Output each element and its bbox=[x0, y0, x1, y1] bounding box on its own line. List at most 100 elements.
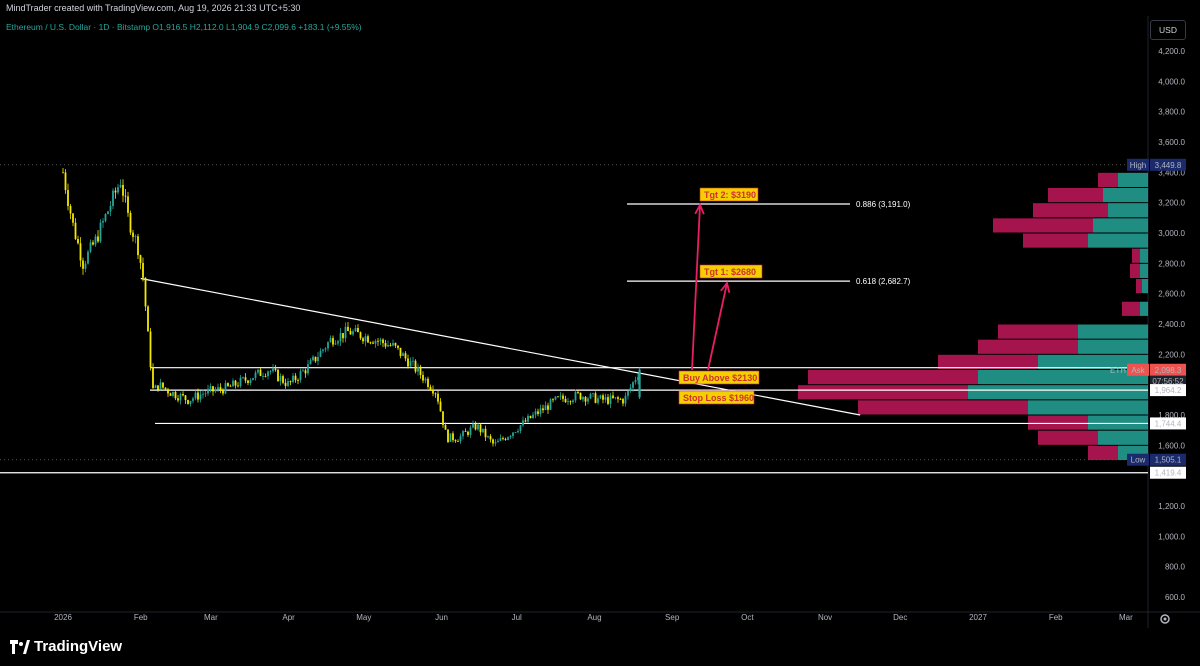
candle-body bbox=[532, 414, 534, 419]
candle-body bbox=[144, 277, 147, 307]
volume-profile-down-bar bbox=[1130, 263, 1140, 278]
candle-body bbox=[429, 386, 432, 390]
tgt2-label-box[interactable] bbox=[699, 187, 759, 202]
low-tag-value: 1,505.1 bbox=[1155, 456, 1182, 465]
candle-body bbox=[492, 439, 494, 444]
candle-body bbox=[537, 411, 539, 414]
candle-body bbox=[494, 442, 497, 444]
candle-body bbox=[394, 343, 397, 346]
candle-body bbox=[359, 332, 362, 339]
time-axis-tick: Aug bbox=[587, 613, 601, 622]
candle-body bbox=[404, 353, 407, 359]
candle-body bbox=[627, 390, 629, 396]
symbol-legend[interactable]: Ethereum / U.S. Dollar · 1D · Bitstamp O… bbox=[6, 22, 362, 32]
candle-body bbox=[257, 369, 259, 373]
candle-body bbox=[589, 393, 592, 399]
candle-body bbox=[299, 371, 302, 381]
candle-body bbox=[609, 395, 612, 404]
volume-profile-up-bar bbox=[1078, 339, 1148, 354]
candle-body bbox=[137, 236, 139, 256]
candle-body bbox=[579, 392, 582, 400]
candle-body bbox=[319, 350, 322, 357]
candle-body bbox=[629, 387, 632, 391]
volume-profile-down-bar bbox=[1048, 188, 1103, 203]
candle-body bbox=[472, 423, 474, 428]
arrow-to-tgt2[interactable] bbox=[691, 204, 701, 371]
volume-profile-down-bar bbox=[993, 218, 1093, 233]
candle-body bbox=[489, 436, 492, 440]
candle-body bbox=[479, 424, 482, 433]
candle-body bbox=[602, 395, 604, 400]
candle-body bbox=[637, 377, 639, 381]
attribution-text: MindTrader created with TradingView.com,… bbox=[6, 3, 301, 13]
volume-profile-up-bar bbox=[1088, 233, 1148, 248]
buy-label-box[interactable] bbox=[678, 370, 760, 385]
gear-icon[interactable] bbox=[1158, 612, 1172, 626]
candle-body bbox=[374, 340, 377, 344]
ask-tag-label-bg bbox=[1127, 363, 1149, 376]
volume-profile-up-bar bbox=[968, 385, 1148, 400]
candle-body bbox=[454, 440, 457, 442]
candle-body bbox=[437, 393, 439, 402]
candle-body bbox=[544, 405, 547, 411]
currency-button[interactable]: USD bbox=[1150, 20, 1186, 40]
candle-body bbox=[502, 438, 504, 439]
candle-body bbox=[262, 376, 264, 377]
symbol-info: Ethereum / U.S. Dollar · 1D · Bitstamp O… bbox=[6, 22, 362, 32]
volume-profile-down-bar bbox=[1098, 172, 1118, 187]
candle-body bbox=[397, 345, 399, 348]
stop-label-box[interactable] bbox=[678, 390, 755, 405]
candle-body bbox=[477, 424, 479, 430]
volume-profile-down-bar bbox=[998, 324, 1078, 339]
candle-body bbox=[519, 425, 522, 432]
tgt1-label: Tgt 1: $2680 bbox=[704, 267, 756, 277]
fib-618-label: 0.618 (2,682.7) bbox=[856, 277, 911, 286]
candle-body bbox=[169, 393, 172, 396]
arrow-to-tgt1-head bbox=[720, 280, 731, 293]
time-axis-tick: Feb bbox=[1049, 613, 1063, 622]
arrow-to-tgt1[interactable] bbox=[707, 282, 728, 371]
high-tag-value-bg bbox=[1150, 158, 1186, 171]
candle-body bbox=[387, 344, 389, 347]
price-axis-tick: 2,200.0 bbox=[1158, 350, 1185, 359]
candle-body bbox=[467, 431, 469, 435]
candle-body bbox=[172, 391, 174, 396]
candle-body bbox=[269, 371, 272, 372]
candle-body bbox=[372, 342, 374, 344]
time-axis-tick: Dec bbox=[893, 613, 907, 622]
level-1964-tag-value-bg bbox=[1150, 384, 1186, 397]
volume-profile-down-bar bbox=[938, 354, 1038, 369]
volume-profile-down-bar bbox=[1033, 203, 1108, 218]
price-axis-tick: 2,400.0 bbox=[1158, 320, 1185, 329]
candle-body bbox=[237, 385, 239, 387]
candle-body bbox=[114, 190, 117, 193]
ask-tag-value: 2,098.3 bbox=[1155, 366, 1182, 375]
candle-body bbox=[349, 331, 352, 335]
candle-body bbox=[132, 232, 134, 237]
candle-body bbox=[94, 236, 97, 245]
candle-body bbox=[524, 420, 527, 422]
volume-profile-up-bar bbox=[1088, 415, 1148, 430]
tradingview-logo[interactable]: TradingView bbox=[10, 638, 122, 655]
candle-body bbox=[632, 382, 634, 388]
candle-body bbox=[389, 344, 392, 346]
candle-body bbox=[267, 371, 269, 377]
candle-body bbox=[259, 369, 262, 377]
candle-body bbox=[564, 398, 567, 403]
volume-profile-up-bar bbox=[1140, 248, 1148, 263]
candle-body bbox=[84, 263, 87, 269]
candle-body bbox=[614, 397, 617, 399]
volume-profile-down-bar bbox=[858, 400, 1028, 415]
candle-body bbox=[124, 195, 127, 197]
candle-body bbox=[242, 377, 244, 379]
tgt1-label-box[interactable] bbox=[699, 264, 763, 279]
candle-body bbox=[152, 367, 154, 388]
candle-body bbox=[569, 401, 572, 403]
candle-body bbox=[202, 393, 204, 395]
volume-profile-up-bar bbox=[1038, 354, 1148, 369]
volume-profile-up-bar bbox=[1140, 301, 1148, 316]
candle-body bbox=[122, 184, 124, 196]
candle-body bbox=[277, 369, 279, 382]
volume-profile-down-bar bbox=[1122, 301, 1140, 316]
